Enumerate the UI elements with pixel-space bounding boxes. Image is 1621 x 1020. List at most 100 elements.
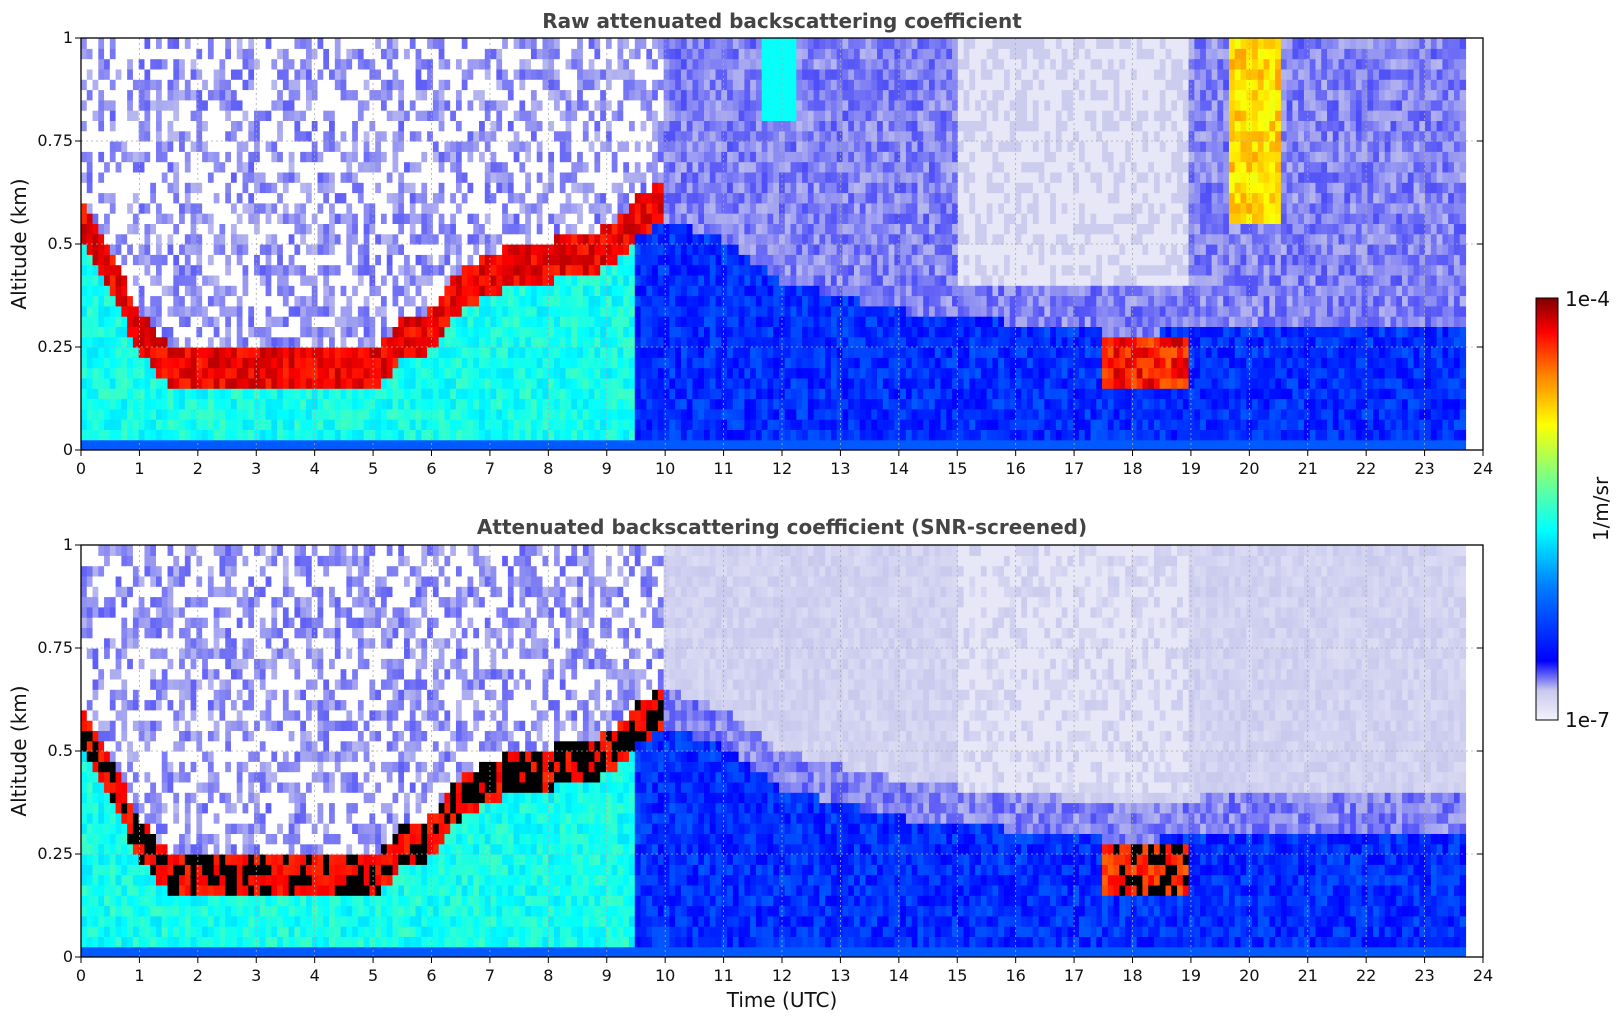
heatmap-cell: [565, 244, 572, 255]
heatmap-cell: [704, 151, 711, 163]
heatmap-cell: [323, 347, 330, 358]
heatmap-cell: [680, 38, 688, 49]
heatmap-cell: [155, 99, 163, 111]
heatmap-cell: [629, 151, 636, 163]
heatmap-cell: [236, 326, 244, 338]
heatmap-cell: [507, 336, 515, 348]
heatmap-cell: [421, 130, 428, 142]
heatmap-cell: [363, 244, 371, 255]
heatmap-cell: [473, 398, 480, 410]
heatmap-cell: [455, 110, 463, 121]
heatmap-cell: [675, 213, 682, 224]
heatmap-cell: [461, 233, 469, 245]
heatmap-cell: [323, 130, 330, 142]
heatmap-cell: [230, 48, 238, 60]
heatmap-cell: [161, 38, 169, 49]
heatmap-cell: [554, 305, 561, 317]
heatmap-cell: [502, 110, 509, 121]
heatmap-cell: [473, 326, 480, 338]
heatmap-cell: [230, 38, 238, 49]
heatmap-cell: [490, 316, 497, 327]
heatmap-cell: [409, 347, 417, 358]
heatmap-cell: [334, 408, 342, 420]
heatmap-cell: [779, 357, 786, 369]
heatmap-cell: [611, 305, 619, 317]
heatmap-cell: [704, 326, 711, 338]
heatmap-cell: [525, 377, 532, 389]
heatmap-cell: [450, 38, 457, 49]
heatmap-cell: [259, 439, 267, 450]
heatmap-cell: [559, 151, 567, 163]
heatmap-cell: [484, 316, 492, 327]
heatmap-cell: [692, 274, 699, 286]
heatmap-cell: [167, 99, 174, 111]
heatmap-cell: [167, 429, 174, 441]
heatmap-cell: [104, 295, 111, 307]
heatmap-cell: [525, 244, 532, 255]
heatmap-cell: [421, 398, 428, 410]
heatmap-cell: [663, 285, 670, 297]
heatmap-cell: [311, 357, 319, 369]
heatmap-cell: [750, 48, 757, 60]
heatmap-cell: [121, 274, 128, 286]
heatmap-cell: [98, 68, 105, 80]
heatmap-cell: [542, 89, 549, 101]
heatmap-cell: [98, 316, 105, 327]
heatmap-cell: [415, 429, 422, 441]
heatmap-cell: [542, 192, 549, 204]
heatmap-cell: [317, 377, 324, 389]
heatmap-cell: [380, 202, 388, 214]
heatmap-cell: [594, 388, 601, 400]
heatmap-cell: [542, 419, 549, 430]
heatmap-cell: [196, 38, 203, 49]
heatmap-cell: [254, 58, 261, 70]
heatmap-cell: [363, 419, 371, 430]
heatmap-cell: [179, 429, 186, 441]
heatmap-cell: [329, 336, 336, 348]
heatmap-cell: [565, 151, 572, 163]
heatmap-cell: [565, 171, 572, 183]
heatmap-cell: [179, 254, 186, 266]
heatmap-cell: [582, 326, 590, 338]
heatmap-cell: [767, 336, 774, 348]
heatmap-cell: [455, 295, 463, 307]
heatmap-cell: [352, 295, 359, 307]
heatmap-cell: [346, 285, 353, 297]
heatmap-cell: [634, 388, 642, 400]
heatmap-cell: [86, 398, 94, 410]
heatmap-cell: [242, 367, 249, 379]
heatmap-cell: [104, 274, 111, 286]
heatmap-cell: [709, 388, 717, 400]
heatmap-cell: [744, 99, 751, 111]
heatmap-cell: [282, 347, 290, 358]
heatmap-cell: [750, 357, 757, 369]
heatmap-cell: [150, 48, 157, 60]
heatmap-cell: [669, 99, 676, 111]
heatmap-cell: [248, 110, 255, 121]
heatmap-cell: [98, 357, 105, 369]
heatmap-cell: [380, 182, 388, 194]
heatmap-cell: [571, 213, 578, 224]
heatmap-cell: [605, 285, 613, 297]
heatmap-cell: [594, 120, 601, 132]
heatmap-cell: [721, 38, 728, 49]
heatmap-cell: [404, 347, 411, 358]
heatmap-cell: [242, 439, 249, 450]
heatmap-cell: [542, 48, 549, 60]
heatmap-cell: [380, 151, 388, 163]
heatmap-cell: [755, 110, 763, 121]
heatmap-cell: [577, 377, 584, 389]
heatmap-cell: [254, 233, 261, 245]
heatmap-cell: [138, 223, 146, 235]
heatmap-cell: [634, 439, 642, 450]
heatmap-cell: [115, 192, 122, 204]
heatmap-cell: [502, 171, 509, 183]
heatmap-cell: [398, 377, 405, 389]
heatmap-cell: [790, 223, 797, 235]
heatmap-cell: [207, 68, 215, 80]
heatmap-cell: [167, 388, 174, 400]
heatmap-cell: [346, 347, 353, 358]
heatmap-cell: [190, 439, 197, 450]
heatmap-cell: [184, 192, 192, 204]
heatmap-cell: [305, 295, 313, 307]
